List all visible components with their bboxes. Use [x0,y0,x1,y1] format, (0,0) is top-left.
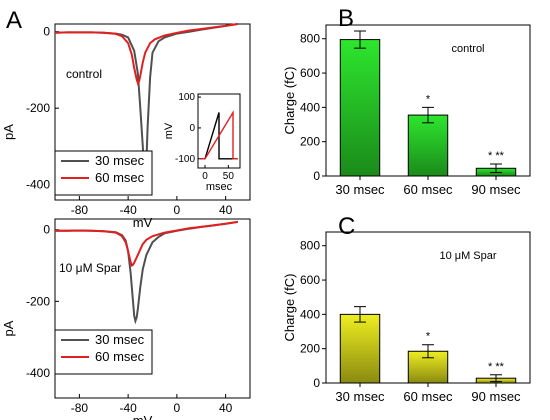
significance-marker: * ** [488,150,505,162]
legend-box [54,329,153,375]
y-tick-label: 0 [43,25,50,39]
panel-c-bar-chart: 0 200 400 600 800 Charge (fC) 30 msec * 60 msec *… [282,231,531,404]
x-tick-label: -80 [71,401,89,415]
x-tick-label: -40 [119,203,137,217]
legend-label: 60 msec [95,349,145,364]
series-line-60-msec [55,220,238,267]
y-axis-label: pA [1,124,16,140]
y-tick-label: 400 [300,307,320,321]
x-category-label: 60 msec [403,182,453,197]
plot-frame [54,218,251,399]
condition-annotation: 10 μM Spar [439,250,496,262]
y-tick-label: 600 [300,66,320,80]
x-tick-label: 0 [174,203,181,217]
x-axis-label: mV [133,215,153,230]
y-tick-label: 0 [313,376,320,390]
inset-x-tick-label: 50 [223,171,235,182]
x-category-label: 90 msec [471,389,521,404]
panel-b-bar-chart: 0 200 400 600 800 Charge (fC) 30 msec * 60 msec *… [282,24,531,197]
y-tick-label: 200 [300,342,320,356]
legend-label: 30 msec [95,153,145,168]
inset-x-tick-label: 0 [202,171,208,182]
y-tick-label: 800 [300,32,320,46]
legend-label: 30 msec [95,332,145,347]
series-line-60-msec [54,23,238,86]
x-category-label: 30 msec [335,389,385,404]
y-tick-label: 200 [300,135,320,149]
legend-label: 60 msec [95,170,145,185]
bar-30-msec [339,39,381,177]
inset-y-tick-label: 0 [189,123,195,134]
y-tick-label: -200 [26,294,50,308]
panel-label-c: C [338,213,355,240]
y-axis-label: Charge (fC) [282,274,297,342]
x-axis-label: mV [133,413,153,420]
y-tick-label: 0 [43,223,50,237]
inset-y-tick-label: -100 [175,154,195,165]
inset-y-tick-label: 100 [178,92,195,103]
condition-annotation: control [451,43,484,55]
x-category-label: 90 msec [471,182,521,197]
significance-marker: * ** [488,361,505,373]
legend-box [54,150,153,196]
y-tick-label: 400 [300,100,320,114]
significance-marker: * [426,331,431,343]
y-tick-label: -200 [26,101,50,115]
x-category-label: 30 msec [335,182,385,197]
y-tick-label: -400 [26,366,50,380]
panel-label-b: B [338,5,354,32]
x-tick-label: -80 [71,203,89,217]
panel-label-a: A [6,7,22,34]
inset-x-label: msec [206,181,233,193]
x-tick-label: 40 [219,401,233,415]
x-tick-label: 40 [219,203,233,217]
bar-60-msec [407,114,449,177]
inset-protocol-60-msec [200,109,238,160]
y-tick-label: 800 [300,239,320,253]
x-tick-label: 0 [174,401,181,415]
x-tick-label: -40 [119,401,137,415]
condition-annotation: control [66,67,102,81]
x-category-label: 60 msec [403,389,453,404]
y-tick-label: -400 [26,178,50,192]
y-axis-label: pA [1,320,16,336]
bar-30-msec [339,313,381,384]
significance-marker: * [426,93,431,105]
y-tick-label: 600 [300,273,320,287]
condition-annotation: 10 μM Spar [59,261,121,275]
y-tick-label: 0 [313,169,320,183]
y-axis-label: Charge (fC) [282,67,297,135]
plot-frame [54,23,251,201]
inset-y-label: mV [163,122,175,139]
